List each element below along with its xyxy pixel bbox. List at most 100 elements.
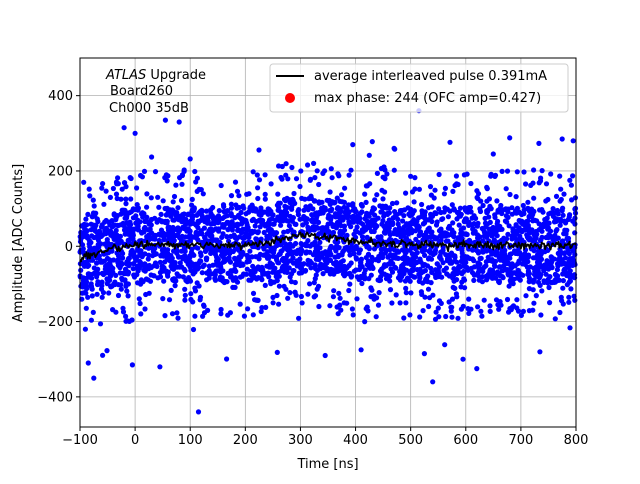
scatter-point: [375, 234, 381, 240]
x-tick-label: 500: [398, 433, 423, 448]
scatter-point: [216, 208, 222, 214]
scatter-point: [250, 290, 257, 296]
scatter-point: [388, 252, 394, 259]
scatter-point: [525, 218, 531, 224]
scatter-point: [322, 352, 328, 359]
scatter-point: [158, 211, 164, 217]
scatter-point: [232, 234, 239, 240]
scatter-point: [164, 205, 170, 211]
scatter-point: [301, 207, 307, 213]
scatter-point: [407, 312, 413, 318]
scatter-point: [342, 185, 348, 191]
scatter-point: [291, 190, 297, 197]
scatter-point: [440, 247, 446, 253]
scatter-point: [509, 233, 515, 239]
scatter-point: [111, 257, 117, 263]
scatter-point: [171, 193, 178, 200]
scatter-point: [543, 261, 549, 267]
scatter-point: [218, 182, 224, 189]
scatter-point: [240, 235, 246, 241]
scatter-point: [276, 283, 282, 289]
scatter-point: [262, 282, 268, 288]
scatter-point: [176, 254, 182, 260]
scatter-point: [160, 296, 166, 302]
scatter-point: [275, 240, 281, 246]
scatter-point: [314, 168, 320, 174]
scatter-point: [281, 245, 287, 251]
scatter-point: [79, 242, 86, 248]
scatter-point: [541, 266, 547, 272]
legend-label-average-pulse: average interleaved pulse 0.391mA: [314, 69, 547, 84]
scatter-point: [182, 292, 188, 298]
scatter-point: [378, 250, 384, 256]
scatter-point: [179, 172, 185, 178]
scatter-point: [417, 314, 423, 320]
scatter-point: [234, 279, 241, 285]
scatter-point: [389, 220, 395, 226]
scatter-point: [477, 208, 484, 215]
scatter-point: [508, 307, 514, 313]
scatter-point: [447, 139, 453, 145]
scatter-point: [160, 268, 166, 274]
scatter-point: [378, 246, 384, 252]
scatter-point: [146, 252, 152, 258]
scatter-point: [336, 173, 342, 179]
scatter-point: [368, 272, 374, 278]
scatter-point: [183, 216, 189, 222]
scatter-point: [432, 247, 439, 253]
scatter-point: [262, 222, 268, 228]
scatter-point: [554, 207, 561, 214]
scatter-point: [211, 237, 217, 243]
scatter-point: [375, 215, 381, 221]
scatter-point: [85, 211, 91, 217]
scatter-point: [534, 255, 540, 261]
scatter-point: [364, 183, 370, 189]
scatter-point: [234, 222, 241, 228]
scatter-point: [236, 193, 242, 199]
scatter-point: [101, 201, 107, 207]
scatter-point: [281, 283, 287, 289]
scatter-point: [548, 254, 554, 260]
scatter-point: [103, 217, 109, 224]
scatter-point: [500, 275, 506, 281]
scatter-point: [265, 249, 271, 255]
scatter-point: [175, 213, 182, 219]
scatter-point: [274, 257, 280, 263]
scatter-point: [394, 200, 400, 206]
scatter-point: [270, 300, 276, 306]
scatter-point: [530, 180, 536, 186]
scatter-point: [93, 210, 99, 216]
scatter-point: [487, 308, 493, 314]
scatter-point: [475, 250, 482, 256]
scatter-point: [178, 197, 185, 204]
scatter-point: [80, 284, 86, 290]
scatter-point: [433, 274, 439, 280]
scatter-point: [371, 294, 377, 300]
scatter-point: [487, 267, 493, 273]
scatter-point: [162, 117, 168, 123]
scatter-point: [406, 211, 412, 217]
scatter-point: [563, 230, 569, 236]
scatter-point: [256, 177, 263, 183]
scatter-point: [315, 256, 321, 262]
scatter-point: [339, 192, 345, 198]
tick-layer: −100 0 100 200 300 400 500 600 700 800 −400 −200 0 20…: [37, 89, 588, 448]
scatter-point: [195, 237, 201, 243]
scatter-point: [246, 209, 252, 215]
scatter-point: [104, 237, 110, 243]
scatter-point: [143, 291, 149, 298]
scatter-point: [156, 204, 162, 210]
scatter-point: [416, 215, 422, 221]
scatter-point: [531, 208, 537, 214]
scatter-point: [309, 212, 316, 218]
scatter-point: [485, 254, 491, 260]
scatter-point: [237, 301, 243, 307]
scatter-point: [288, 258, 294, 264]
scatter-point: [537, 248, 543, 254]
scatter-point: [494, 198, 500, 204]
scatter-point: [188, 218, 194, 224]
scatter-point: [384, 171, 390, 177]
scatter-point: [454, 259, 460, 265]
scatter-point: [191, 252, 197, 258]
scatter-point: [110, 185, 116, 192]
